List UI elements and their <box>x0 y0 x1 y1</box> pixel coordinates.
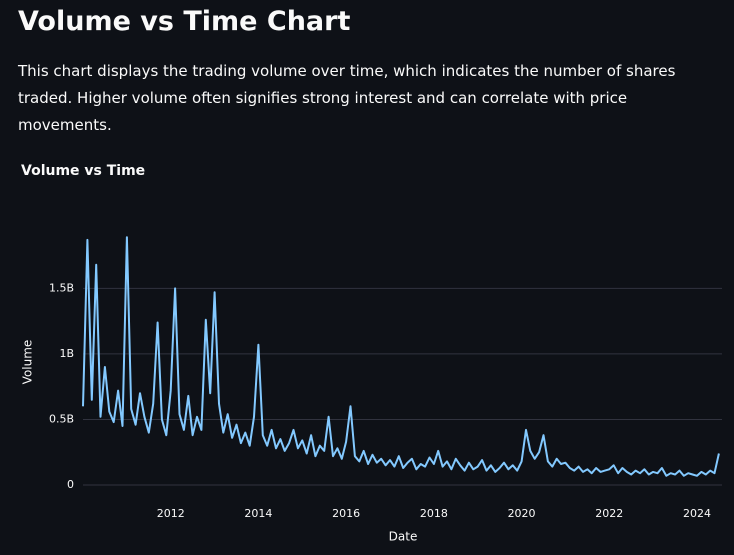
y-tick-label: 0 <box>67 478 74 491</box>
page-title: Volume vs Time Chart <box>18 6 351 37</box>
x-tick-label: 2014 <box>244 507 272 520</box>
y-tick-label: 1.5B <box>49 281 74 294</box>
x-tick-label: 2022 <box>595 507 623 520</box>
volume-line <box>82 236 720 477</box>
x-tick-label: 2018 <box>420 507 448 520</box>
y-tick-label: 0.5B <box>49 412 74 425</box>
x-tick-label: 2020 <box>508 507 536 520</box>
y-axis-label: Volume <box>21 340 35 385</box>
x-axis-label: Date <box>389 530 418 544</box>
y-tick-label: 1B <box>59 347 74 360</box>
x-tick-label: 2024 <box>683 507 711 520</box>
description: This chart displays the trading volume o… <box>18 62 676 134</box>
x-tick-label: 2016 <box>332 507 360 520</box>
x-tick-label: 2012 <box>157 507 185 520</box>
chart-title: Volume vs Time <box>21 163 145 179</box>
